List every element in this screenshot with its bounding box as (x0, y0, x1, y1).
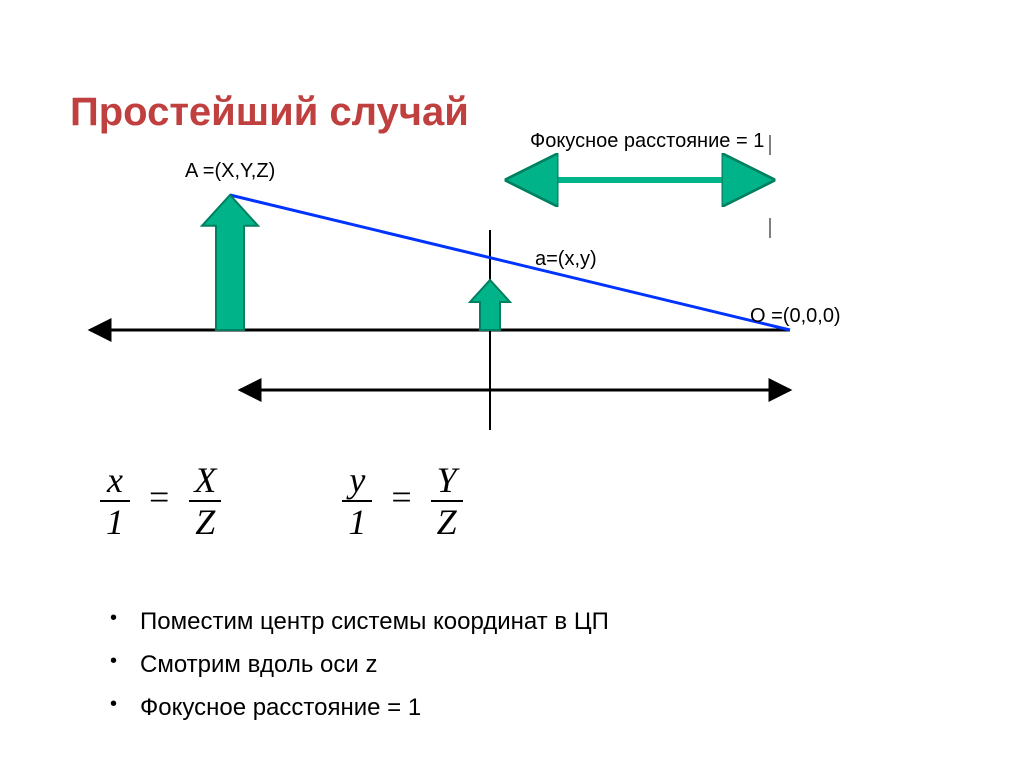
label-point-A: A =(X,Y,Z) (185, 160, 275, 183)
bullet-item: Поместим центр системы координат в ЦП (110, 600, 609, 643)
equation-2: y1 = YZ (342, 460, 462, 542)
bullet-item: Фокусное расстояние = 1 (110, 686, 609, 729)
projection-diagram: Фокусное расстояние = 1 A =(X,Y,Z) a=(x,… (50, 130, 950, 450)
label-origin: O =(0,0,0) (750, 305, 841, 328)
slide-title: Простейший случай (70, 90, 469, 135)
label-point-a: a=(x,y) (535, 248, 597, 271)
bullet-list: Поместим центр системы координат в ЦП См… (110, 600, 609, 730)
formulas: x1 = XZ y1 = YZ (100, 460, 463, 542)
bullet-item: Смотрим вдоль оси z (110, 643, 609, 686)
label-focal: Фокусное расстояние = 1 (530, 130, 764, 153)
equation-1: x1 = XZ (100, 460, 222, 542)
